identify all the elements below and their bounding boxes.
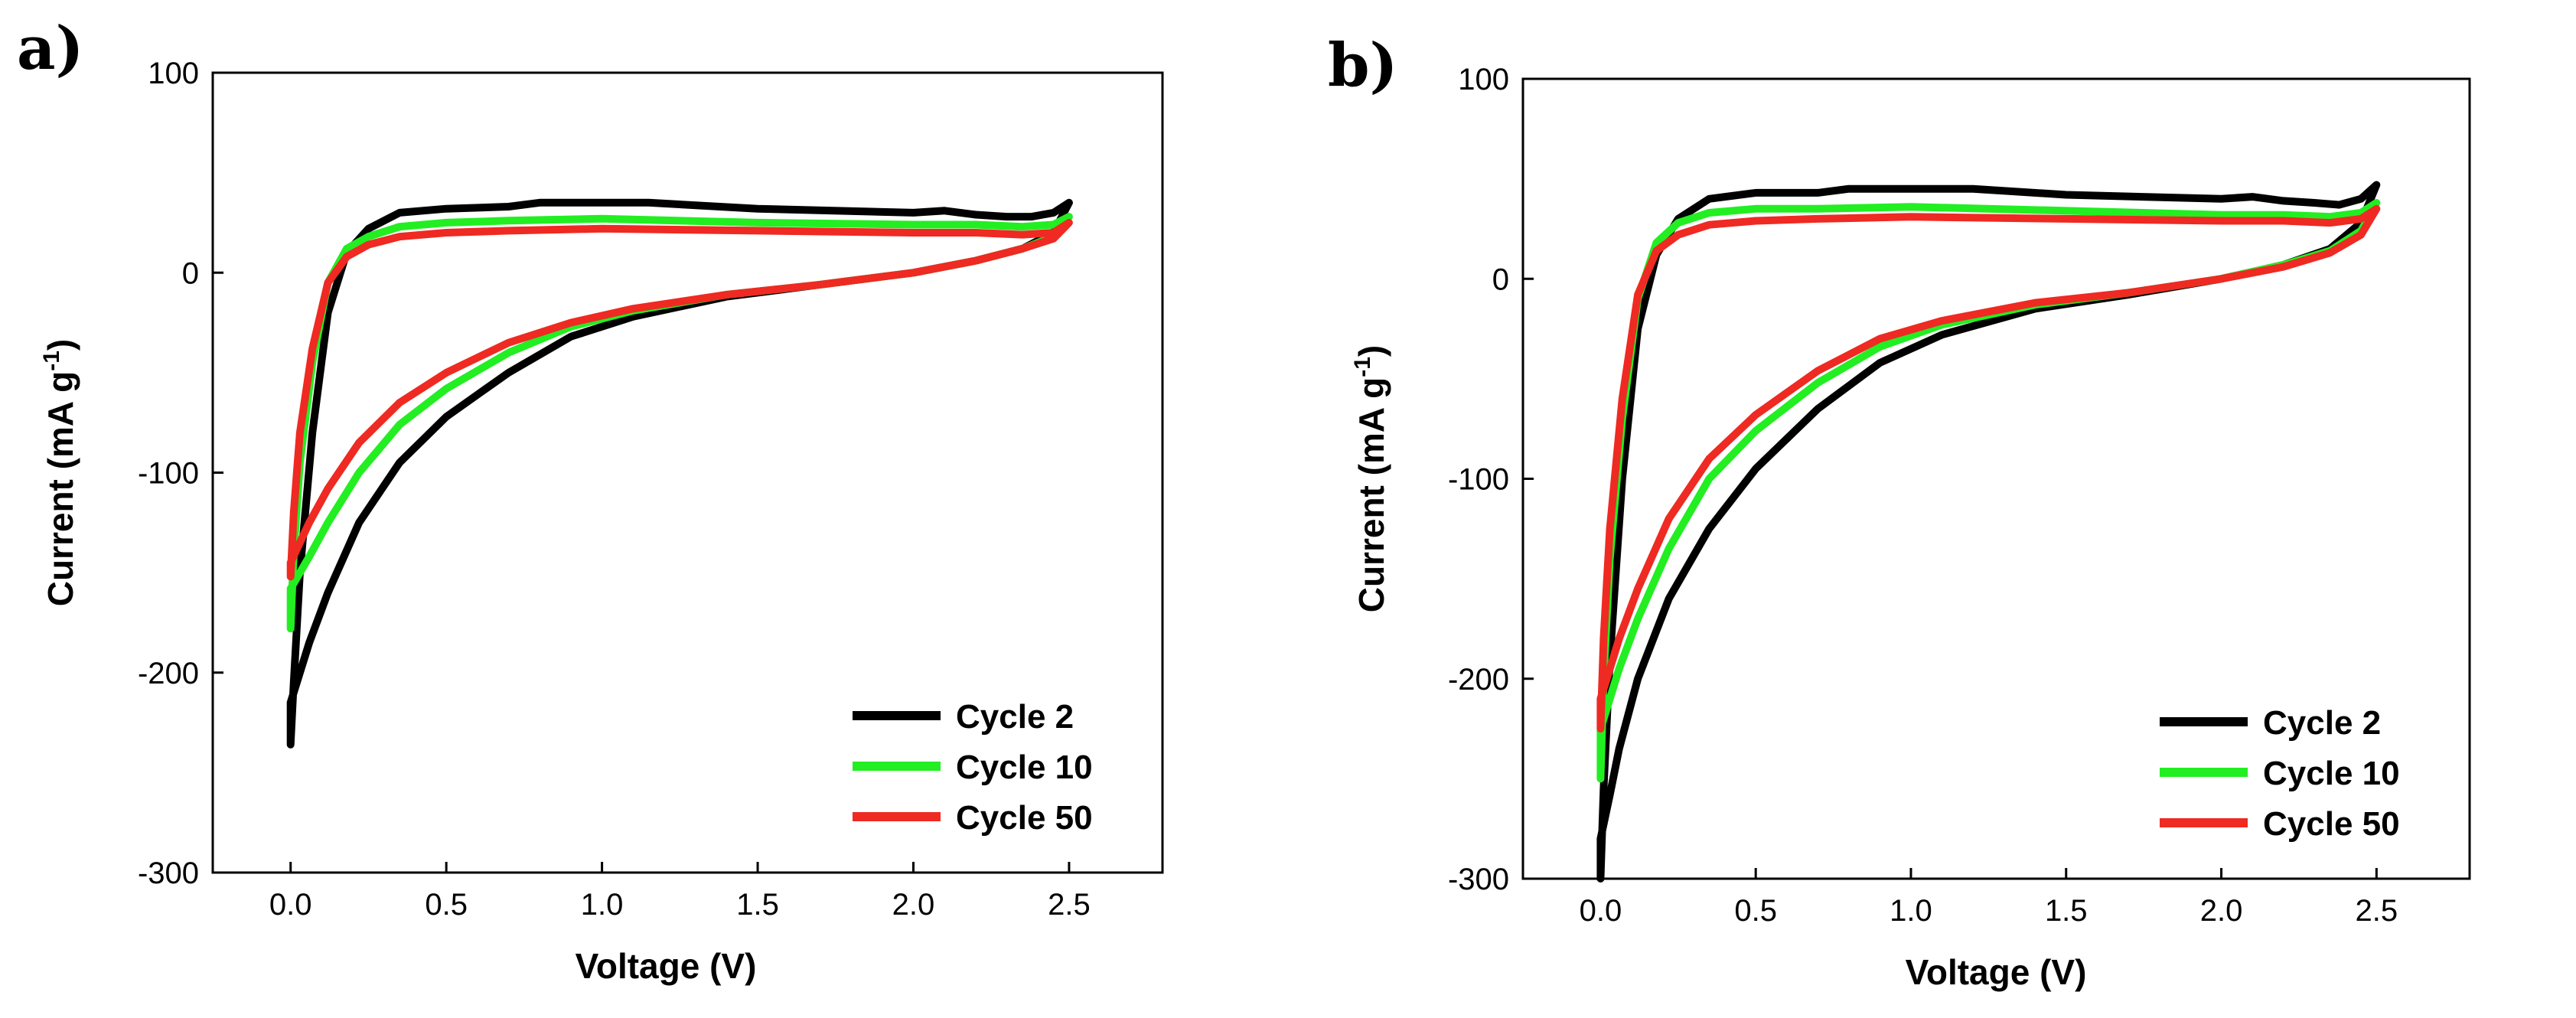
y-axis-title-sup: -1: [1350, 357, 1375, 377]
panel-label: a): [17, 14, 83, 83]
y-tick-label: 100: [148, 57, 199, 90]
legend-label: Cycle 2: [956, 698, 1074, 736]
series-line-cycle-50: [286, 218, 1073, 581]
y-tick-label: 100: [1458, 63, 1509, 96]
x-tick-label: 1.5: [2045, 894, 2088, 928]
x-tick-label: 2.0: [2200, 894, 2243, 928]
y-tick-label: -300: [138, 856, 199, 890]
y-axis-title-close: ): [41, 339, 80, 351]
y-tick-label: -100: [1448, 463, 1509, 497]
y-tick-label: -200: [1448, 663, 1509, 697]
series-line-cycle-10: [1596, 199, 2381, 783]
panel-a: a) 0.0 0.5 1.0 1.5 2.0 2.5 100 0 -100 -200 -300 Volt…: [17, 14, 1164, 986]
y-tick-label: 0: [182, 256, 199, 290]
y-tick-label: -100: [138, 457, 199, 491]
x-tick-label: 1.0: [581, 888, 624, 922]
y-axis-title-sup: -1: [39, 351, 64, 371]
x-tick-label: 2.5: [2356, 894, 2398, 928]
x-tick-label: 2.5: [1048, 888, 1091, 922]
y-tick-label: -300: [1448, 863, 1509, 896]
y-axis-title: Current (mA g-1): [39, 339, 80, 607]
x-tick-label: 0.0: [269, 888, 312, 922]
panel-b: b) 0.0 0.5 1.0 1.5 2.0 2.5 100 0 -100 -200 -300 Volt…: [1328, 31, 2471, 992]
series-line-cycle-2: [286, 198, 1073, 749]
y-axis-title-main: Current (mA g: [41, 371, 80, 607]
series-line-cycle-2: [1596, 181, 2381, 883]
x-tick-label: 0.0: [1580, 894, 1622, 928]
panel-label: b): [1328, 31, 1397, 100]
legend-label: Cycle 2: [2263, 704, 2381, 742]
y-tick-label: 0: [1492, 263, 1509, 296]
series-line-cycle-10: [286, 213, 1073, 633]
legend-label: Cycle 50: [956, 799, 1093, 837]
y-axis-title-main: Current (mA g: [1352, 377, 1391, 613]
legend-label: Cycle 10: [2263, 755, 2400, 792]
x-tick-label: 2.0: [892, 888, 935, 922]
legend-label: Cycle 10: [956, 749, 1093, 786]
x-tick-label: 0.5: [1734, 894, 1777, 928]
y-axis-title-close: ): [1352, 345, 1391, 357]
y-axis-title: Current (mA g-1): [1350, 345, 1391, 613]
x-tick-label: 1.5: [736, 888, 779, 922]
x-tick-label: 1.0: [1890, 894, 1932, 928]
x-axis-title: Voltage (V): [576, 946, 757, 986]
legend-label: Cycle 50: [2263, 805, 2400, 843]
x-axis-title: Voltage (V): [1906, 952, 2087, 992]
y-tick-label: -200: [138, 657, 199, 690]
series-line-cycle-50: [1596, 204, 2381, 733]
x-tick-label: 0.5: [425, 888, 468, 922]
